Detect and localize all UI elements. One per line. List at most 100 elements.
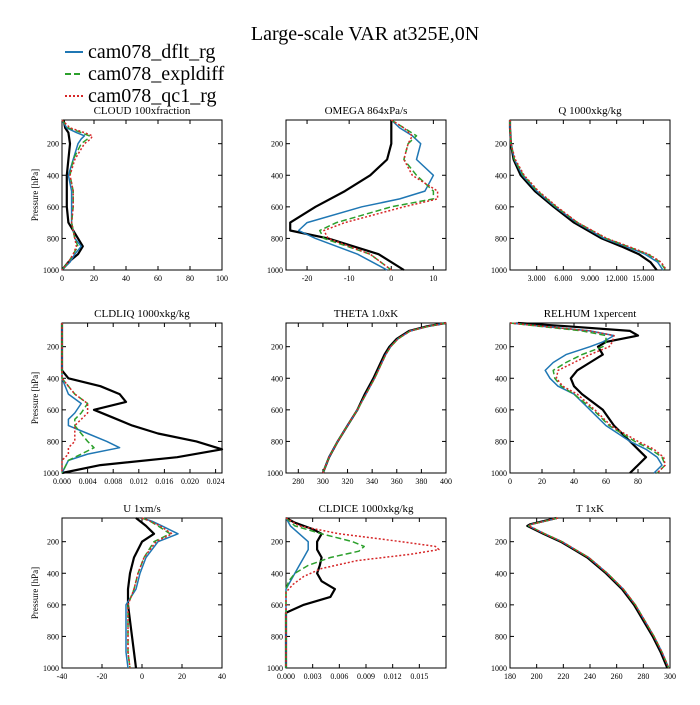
x-tick-label: 0 — [389, 274, 393, 283]
y-tick-label: 1000 — [491, 266, 507, 275]
x-tick-label: 0.012 — [130, 477, 148, 486]
series-line-cam078_dflt_rg — [509, 120, 664, 271]
series-line-cam078_dflt_rg — [125, 517, 179, 669]
y-tick-label: 400 — [271, 374, 283, 383]
plot-frame — [509, 517, 671, 669]
y-tick-label: 400 — [495, 569, 507, 578]
x-tick-label: 20 — [90, 274, 98, 283]
series-line-obs — [284, 517, 336, 668]
x-tick-label: 380 — [415, 477, 427, 486]
panel-1: OMEGA 864xPa/s -20 -10 0 10 200 400 600 800 1000 — [267, 105, 447, 283]
series-line-cam078_expldiff — [322, 322, 447, 474]
y-tick-label: 800 — [47, 234, 59, 243]
plot-frame — [61, 322, 223, 474]
x-tick-label: 80 — [186, 274, 194, 283]
x-tick-label: 0 — [508, 477, 512, 486]
x-tick-label: 20 — [178, 672, 186, 681]
y-tick-label: 400 — [47, 569, 59, 578]
x-tick-label: 0.004 — [79, 477, 97, 486]
x-tick-label: 40 — [122, 274, 130, 283]
series-line-obs — [321, 321, 447, 474]
x-tick-label: 0 — [140, 672, 144, 681]
series-line-obs — [126, 517, 156, 669]
y-tick-label: 600 — [495, 406, 507, 415]
x-tick-label: 200 — [531, 672, 543, 681]
x-tick-label: 15.000 — [632, 274, 654, 283]
x-tick-label: 220 — [557, 672, 569, 681]
y-tick-label: 200 — [271, 343, 283, 352]
y-tick-label: 600 — [47, 203, 59, 212]
series-line-cam078_expldiff — [318, 119, 435, 271]
panel-title: THETA 1.0xK — [334, 308, 399, 320]
plot-frame — [285, 322, 447, 474]
x-tick-label: 20 — [538, 477, 546, 486]
plot-frame — [285, 517, 447, 669]
x-tick-label: 300 — [317, 477, 329, 486]
y-tick-label: 800 — [495, 632, 507, 641]
legend-label-1: cam078_expldiff — [88, 63, 225, 85]
y-tick-label: 800 — [271, 632, 283, 641]
x-tick-label: -40 — [57, 672, 68, 681]
panel-2: Q 1000xkg/kg 3.000 6.000 9.000 12.000 15.000 2… — [491, 105, 671, 283]
series-line-obs — [508, 120, 658, 271]
y-tick-label: 1000 — [491, 469, 507, 478]
y-tick-label: 1000 — [43, 469, 59, 478]
series-line-cam078_dflt_rg — [322, 322, 447, 474]
x-tick-label: 360 — [391, 477, 403, 486]
x-tick-label: -20 — [97, 672, 108, 681]
x-tick-label: 60 — [602, 477, 610, 486]
figure-title: Large-scale VAR at325E,0N — [251, 23, 479, 45]
y-tick-label: 200 — [47, 343, 59, 352]
y-tick-label: 600 — [495, 203, 507, 212]
y-axis-label: Pressure [hPa] — [30, 169, 40, 221]
y-tick-label: 600 — [271, 601, 283, 610]
panel-6: U 1xm/s -40 -20 0 20 40 200 400 600 800 1000 Pressu… — [30, 503, 226, 681]
y-tick-label: 200 — [271, 140, 283, 149]
x-tick-label: -20 — [302, 274, 313, 283]
x-tick-label: 300 — [664, 672, 676, 681]
x-tick-label: 0.000 — [277, 672, 295, 681]
y-tick-label: 800 — [47, 437, 59, 446]
x-tick-label: 60 — [154, 274, 162, 283]
y-tick-label: 400 — [47, 374, 59, 383]
plot-frame — [509, 119, 671, 271]
y-tick-label: 1000 — [267, 664, 283, 673]
panel-title: CLDICE 1000xkg/kg — [318, 503, 414, 515]
panel-5: RELHUM 1xpercent 0 20 40 60 80 200 400 600 800 100… — [491, 308, 671, 486]
x-tick-label: 0.000 — [53, 477, 71, 486]
y-tick-label: 400 — [47, 171, 59, 180]
series-line-obs — [60, 323, 224, 475]
x-tick-label: 0.012 — [384, 672, 402, 681]
y-tick-label: 200 — [47, 538, 59, 547]
panel-0: CLOUD 100xfraction 0 20 40 60 80 100 200 400 600 8… — [30, 105, 228, 283]
series-line-cam078_expldiff — [509, 120, 667, 271]
x-tick-label: 260 — [611, 672, 623, 681]
x-tick-label: 0 — [60, 274, 64, 283]
panel-title: RELHUM 1xpercent — [544, 308, 637, 320]
x-tick-label: 0.020 — [181, 477, 199, 486]
x-tick-label: 0.006 — [330, 672, 348, 681]
y-tick-label: 1000 — [491, 664, 507, 673]
series-line-obs — [61, 119, 84, 271]
x-tick-label: 40 — [218, 672, 226, 681]
series-line-cam078_dflt_rg — [297, 119, 435, 271]
x-tick-label: 180 — [504, 672, 516, 681]
plot-frame — [285, 119, 447, 271]
x-tick-label: 9.000 — [581, 274, 599, 283]
panel-title: Q 1000xkg/kg — [558, 105, 622, 117]
series-line-cam078_qc1_rg — [527, 517, 670, 669]
series-line-cam078_dflt_rg — [61, 119, 86, 271]
panel-title: OMEGA 864xPa/s — [325, 105, 408, 117]
series-line-obs — [517, 321, 648, 474]
y-tick-label: 400 — [495, 171, 507, 180]
plot-frame — [509, 322, 671, 474]
series-line-cam078_qc1_rg — [322, 322, 447, 474]
x-tick-label: -10 — [344, 274, 355, 283]
panel-8: T 1xK 180 200 220 240 260 280 300 200 400 600 800 10… — [491, 503, 676, 681]
x-tick-label: 240 — [584, 672, 596, 681]
y-tick-label: 200 — [47, 140, 59, 149]
x-tick-label: 320 — [342, 477, 354, 486]
series-line-cam078_expldiff — [509, 322, 666, 474]
series-line-cam078_dflt_rg — [285, 517, 309, 668]
